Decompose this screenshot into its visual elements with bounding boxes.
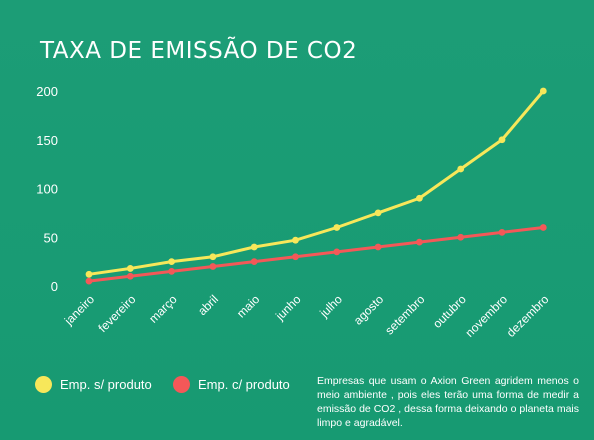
legend-label: Emp. s/ produto [60, 377, 152, 392]
data-point-series-2 [416, 238, 423, 246]
data-point-series-1 [168, 258, 176, 266]
data-point-series-2 [168, 267, 176, 275]
x-tick-label: junho [272, 292, 304, 324]
y-tick-label: 200 [36, 84, 58, 99]
chart-title: TAXA DE EMISSÃO DE CO2 [40, 38, 358, 64]
data-point-series-1 [457, 165, 465, 173]
legend-swatch-yellow [35, 376, 52, 393]
data-point-series-1 [374, 209, 382, 217]
x-tick-label: maio [234, 292, 263, 321]
data-point-series-2 [539, 224, 547, 231]
x-tick-label: fevereiro [96, 292, 139, 335]
x-tick-label: setembro [382, 292, 428, 338]
y-tick-label: 100 [36, 182, 58, 197]
data-point-series-1 [416, 194, 423, 202]
x-tick-label: janeiro [61, 292, 97, 328]
data-point-series-1 [209, 253, 217, 261]
data-point-series-2 [126, 272, 134, 280]
data-point-series-2 [457, 233, 465, 241]
data-point-series-1 [126, 265, 134, 272]
x-tick-label: novembro [462, 292, 510, 340]
data-point-series-1 [333, 224, 341, 231]
data-point-series-1 [292, 236, 299, 244]
series-line-2 [87, 226, 545, 283]
x-tick-label: abril [195, 292, 221, 318]
y-tick-label: 50 [44, 230, 58, 245]
description-note: Empresas que usam o Axion Green agridem … [317, 375, 579, 429]
legend-label: Emp. c/ produto [198, 377, 290, 392]
data-point-series-1 [85, 270, 93, 278]
x-tick-label: dezembro [504, 292, 552, 340]
series-line-1 [87, 89, 545, 276]
legend-item-com-produto: Emp. c/ produto [173, 376, 290, 393]
data-point-series-1 [250, 243, 258, 251]
data-point-series-2 [209, 263, 217, 270]
legend-swatch-red [173, 376, 190, 393]
x-tick-label: março [146, 292, 180, 326]
x-tick-label: outubro [430, 292, 469, 331]
x-tick-label: julho [316, 292, 345, 321]
legend-item-sem-produto: Emp. s/ produto [35, 376, 152, 393]
data-point-series-1 [539, 87, 547, 95]
data-point-series-2 [374, 243, 382, 251]
data-point-series-1 [498, 136, 506, 144]
data-point-series-2 [498, 228, 506, 236]
data-point-series-2 [85, 277, 93, 285]
y-tick-label: 150 [36, 133, 58, 148]
data-point-series-2 [333, 248, 341, 256]
y-tick-label: 0 [51, 279, 58, 294]
data-point-series-2 [292, 253, 299, 261]
x-tick-label: agosto [351, 292, 387, 328]
data-point-series-2 [250, 258, 258, 266]
